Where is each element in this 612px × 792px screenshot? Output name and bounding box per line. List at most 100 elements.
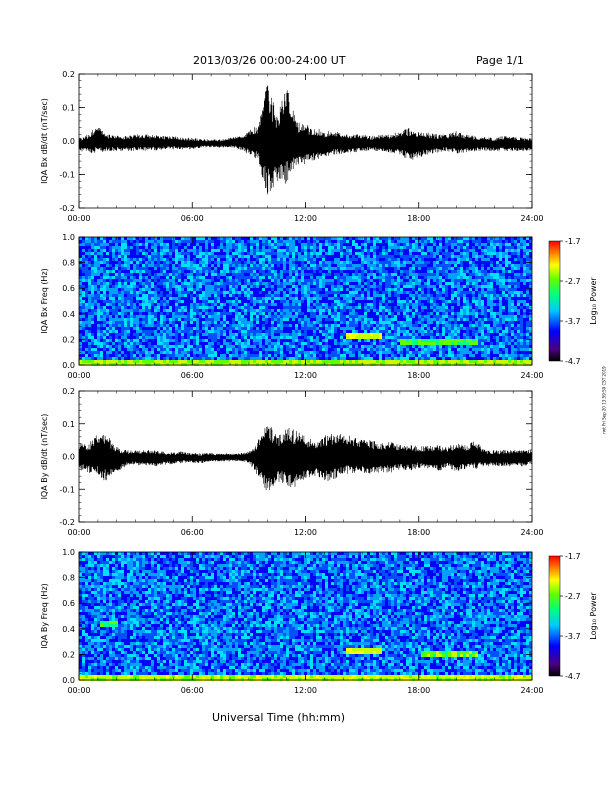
spectrogram-cell (328, 318, 331, 321)
spectrogram-cell (307, 255, 310, 258)
spectrogram-cell (526, 294, 529, 297)
spectrogram-cell (211, 309, 214, 312)
spectrogram-cell (319, 309, 322, 312)
spectrogram-cell (181, 261, 184, 264)
spectrogram-cell (424, 243, 427, 246)
spectrogram-cell (511, 276, 514, 279)
spectrogram-cell (106, 261, 109, 264)
spectrogram-cell (148, 324, 151, 327)
spectrogram-cell (154, 297, 157, 300)
spectrogram-cell (253, 237, 256, 240)
spectrogram-cell (322, 321, 325, 324)
spectrogram-cell (307, 321, 310, 324)
spectrogram-cell (400, 312, 403, 315)
spectrogram-cell (190, 276, 193, 279)
spectrogram-cell (280, 300, 283, 303)
spectrogram-cell (283, 249, 286, 252)
spectrogram-cell (520, 264, 523, 267)
spectrogram-cell (529, 309, 532, 312)
spectrogram-cell (400, 291, 403, 294)
spectrogram-cell (301, 297, 304, 300)
spectrogram-cell (457, 321, 460, 324)
spectrogram-cell (328, 240, 331, 243)
spectrogram-cell (361, 315, 364, 318)
spectrogram-cell (478, 240, 481, 243)
spectrogram-cell (367, 276, 370, 279)
spectrogram-cell (406, 288, 409, 291)
spectrogram-cell (220, 321, 223, 324)
spectrogram-cell (466, 255, 469, 258)
spectrogram-cell (445, 303, 448, 306)
spectrogram-cell (493, 270, 496, 273)
spectrogram-cell (211, 294, 214, 297)
spectrogram-cell (448, 273, 451, 276)
spectrogram-cell (130, 333, 133, 336)
spectrogram-cell (523, 261, 526, 264)
spectrogram-cell (241, 273, 244, 276)
spectrogram-cell (319, 243, 322, 246)
spectrogram-cell (418, 276, 421, 279)
spectrogram-cell (385, 264, 388, 267)
spectrogram-cell (205, 318, 208, 321)
spectrogram-cell (385, 291, 388, 294)
spectrogram-cell (394, 321, 397, 324)
spectrogram-cell (85, 324, 88, 327)
spectrogram-cell (418, 306, 421, 309)
spectrogram-cell (142, 312, 145, 315)
spectrogram-cell (322, 303, 325, 306)
spectrogram-cell (235, 285, 238, 288)
spectrogram-cell (262, 243, 265, 246)
spectrogram-cell (286, 300, 289, 303)
spectrogram-cell (340, 288, 343, 291)
spectrogram-cell (253, 264, 256, 267)
spectrogram-cell (187, 291, 190, 294)
spectrogram-cell (523, 327, 526, 330)
spectrogram-cell (322, 279, 325, 282)
spectrogram-cell (397, 327, 400, 330)
spectrogram-cell (379, 282, 382, 285)
spectrogram-cell (94, 306, 97, 309)
spectrogram-cell (484, 255, 487, 258)
spectrogram-cell (394, 249, 397, 252)
spectrogram-cell (514, 276, 517, 279)
spectrogram-cell (283, 306, 286, 309)
spectrogram-cell (85, 279, 88, 282)
spectrogram-cell (175, 291, 178, 294)
spectrogram-cell (364, 273, 367, 276)
spectrogram-cell (517, 264, 520, 267)
spectrogram-cell (160, 291, 163, 294)
spectrogram-cell (490, 255, 493, 258)
spectrogram-cell (340, 321, 343, 324)
spectrogram-cell (346, 258, 349, 261)
spectrogram-cell (424, 279, 427, 282)
spectrogram-cell (121, 246, 124, 249)
spectrogram-cell (145, 315, 148, 318)
spectrogram-cell (157, 330, 160, 333)
spectrogram-cell (265, 276, 268, 279)
spectrogram-cell (448, 306, 451, 309)
spectrogram-cell (298, 327, 301, 330)
spectrogram-cell (382, 300, 385, 303)
spectrogram-cell (226, 243, 229, 246)
spectrogram-cell (328, 258, 331, 261)
spectrogram-cell (235, 243, 238, 246)
spectrogram-cell (250, 297, 253, 300)
spectrogram-cell (289, 300, 292, 303)
spectrogram-cell (97, 288, 100, 291)
spectrogram-cell (484, 309, 487, 312)
spectrogram-cell (283, 312, 286, 315)
spectrogram-cell (115, 276, 118, 279)
spectrogram-cell (355, 258, 358, 261)
spectrogram-cell (289, 303, 292, 306)
spectrogram-cell (409, 255, 412, 258)
spectrogram-cell (496, 252, 499, 255)
spectrogram-cell (178, 270, 181, 273)
spectrogram-cell (343, 324, 346, 327)
spectrogram-cell (427, 324, 430, 327)
spectrogram-cell (301, 240, 304, 243)
spectrogram-cell (136, 267, 139, 270)
spectrogram-cell (256, 249, 259, 252)
spectrogram-cell (157, 327, 160, 330)
spectrogram-cell (415, 291, 418, 294)
spectrogram-cell (85, 312, 88, 315)
